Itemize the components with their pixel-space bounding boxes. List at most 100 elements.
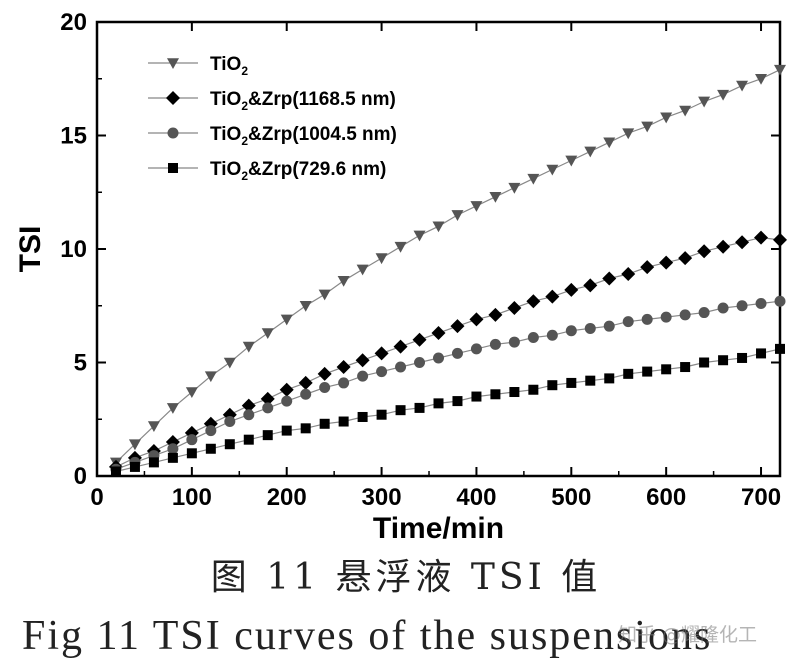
data-point xyxy=(546,164,559,176)
data-point xyxy=(450,319,465,334)
data-point xyxy=(659,255,674,270)
data-point xyxy=(754,230,769,245)
data-point xyxy=(698,307,710,319)
data-point xyxy=(338,377,350,389)
data-point xyxy=(546,329,558,341)
data-point xyxy=(737,352,748,363)
data-point xyxy=(774,295,786,307)
data-point xyxy=(167,452,178,463)
legend-marker xyxy=(166,91,180,105)
data-point xyxy=(469,312,484,327)
data-point xyxy=(660,112,673,124)
figure-caption-chinese: 图 11 悬浮液 TSI 值 xyxy=(210,557,602,598)
data-point xyxy=(186,448,197,459)
data-point xyxy=(508,336,520,348)
x-tick-label: 100 xyxy=(172,484,212,511)
data-point xyxy=(679,105,692,117)
data-point xyxy=(147,421,160,433)
series-group xyxy=(108,64,787,477)
data-point xyxy=(167,443,179,455)
data-point xyxy=(431,325,446,340)
data-point xyxy=(755,297,767,309)
data-point xyxy=(699,357,710,368)
data-point xyxy=(241,398,256,413)
data-point xyxy=(755,73,768,85)
data-point xyxy=(508,182,521,194)
data-point xyxy=(717,89,730,101)
data-point xyxy=(128,439,141,451)
data-point xyxy=(224,439,235,450)
data-point xyxy=(565,325,577,337)
data-point xyxy=(432,221,445,233)
y-tick-label: 15 xyxy=(60,123,87,150)
data-point xyxy=(243,409,255,421)
data-point xyxy=(583,278,598,293)
data-point xyxy=(298,375,313,390)
data-point xyxy=(773,232,787,247)
data-point xyxy=(660,311,672,323)
data-point xyxy=(490,389,501,400)
data-point xyxy=(336,360,351,375)
data-point xyxy=(641,313,653,325)
data-point xyxy=(756,348,767,359)
data-point xyxy=(395,405,406,416)
data-point xyxy=(621,266,636,281)
data-point xyxy=(451,347,463,359)
data-point xyxy=(622,128,635,140)
data-point xyxy=(279,382,294,397)
legend-entry-3: TiO2&Zrp(1004.5 nm) xyxy=(148,124,397,148)
data-point xyxy=(318,289,331,301)
data-point xyxy=(488,307,503,322)
data-point xyxy=(547,380,558,391)
x-tick-label: 600 xyxy=(646,484,686,511)
data-point xyxy=(565,155,578,167)
x-tick-label: 200 xyxy=(267,484,307,511)
data-point xyxy=(395,361,407,373)
data-point xyxy=(564,282,579,297)
series-1 xyxy=(109,64,786,469)
data-point xyxy=(110,466,121,477)
data-point xyxy=(319,381,331,393)
data-point xyxy=(223,357,236,369)
legend-marker xyxy=(167,127,179,139)
data-point xyxy=(623,368,634,379)
data-point xyxy=(470,201,483,212)
data-point xyxy=(375,253,388,265)
legend-entry-2: TiO2&Zrp(1168.5 nm) xyxy=(148,89,396,113)
data-point xyxy=(243,434,254,445)
data-point xyxy=(393,339,408,354)
data-point xyxy=(678,251,693,266)
data-point xyxy=(774,64,786,76)
data-point xyxy=(641,121,654,133)
data-point xyxy=(717,302,729,314)
data-point xyxy=(698,96,711,108)
data-point xyxy=(280,314,293,326)
data-point xyxy=(545,289,560,304)
legend: TiO2 TiO2&Zrp(1168.5 nm) TiO2&Zrp(1004.5 n… xyxy=(148,54,397,183)
legend-label: TiO2 xyxy=(210,54,248,78)
data-point xyxy=(262,430,273,441)
data-point xyxy=(433,398,444,409)
data-point xyxy=(376,366,388,378)
y-axis-title: TSI xyxy=(14,226,47,273)
data-point xyxy=(507,301,522,316)
data-point xyxy=(527,173,540,185)
legend-entry-4: TiO2&Zrp(729.6 nm) xyxy=(148,159,386,183)
data-point xyxy=(528,384,539,395)
legend-entry-1: TiO2 xyxy=(148,54,248,78)
y-tick-label: 10 xyxy=(60,236,87,263)
data-point xyxy=(716,239,731,254)
data-point xyxy=(736,80,749,92)
data-point xyxy=(374,346,389,361)
data-point xyxy=(242,341,255,353)
data-point xyxy=(775,343,785,354)
legend-label: TiO2&Zrp(1004.5 nm) xyxy=(210,124,397,148)
y-tick-label: 5 xyxy=(74,350,87,377)
data-point xyxy=(736,300,748,312)
data-point xyxy=(603,320,615,332)
data-point xyxy=(281,395,293,407)
data-point xyxy=(224,416,236,428)
data-point xyxy=(452,396,463,407)
data-point xyxy=(299,300,312,312)
data-point xyxy=(300,388,312,400)
